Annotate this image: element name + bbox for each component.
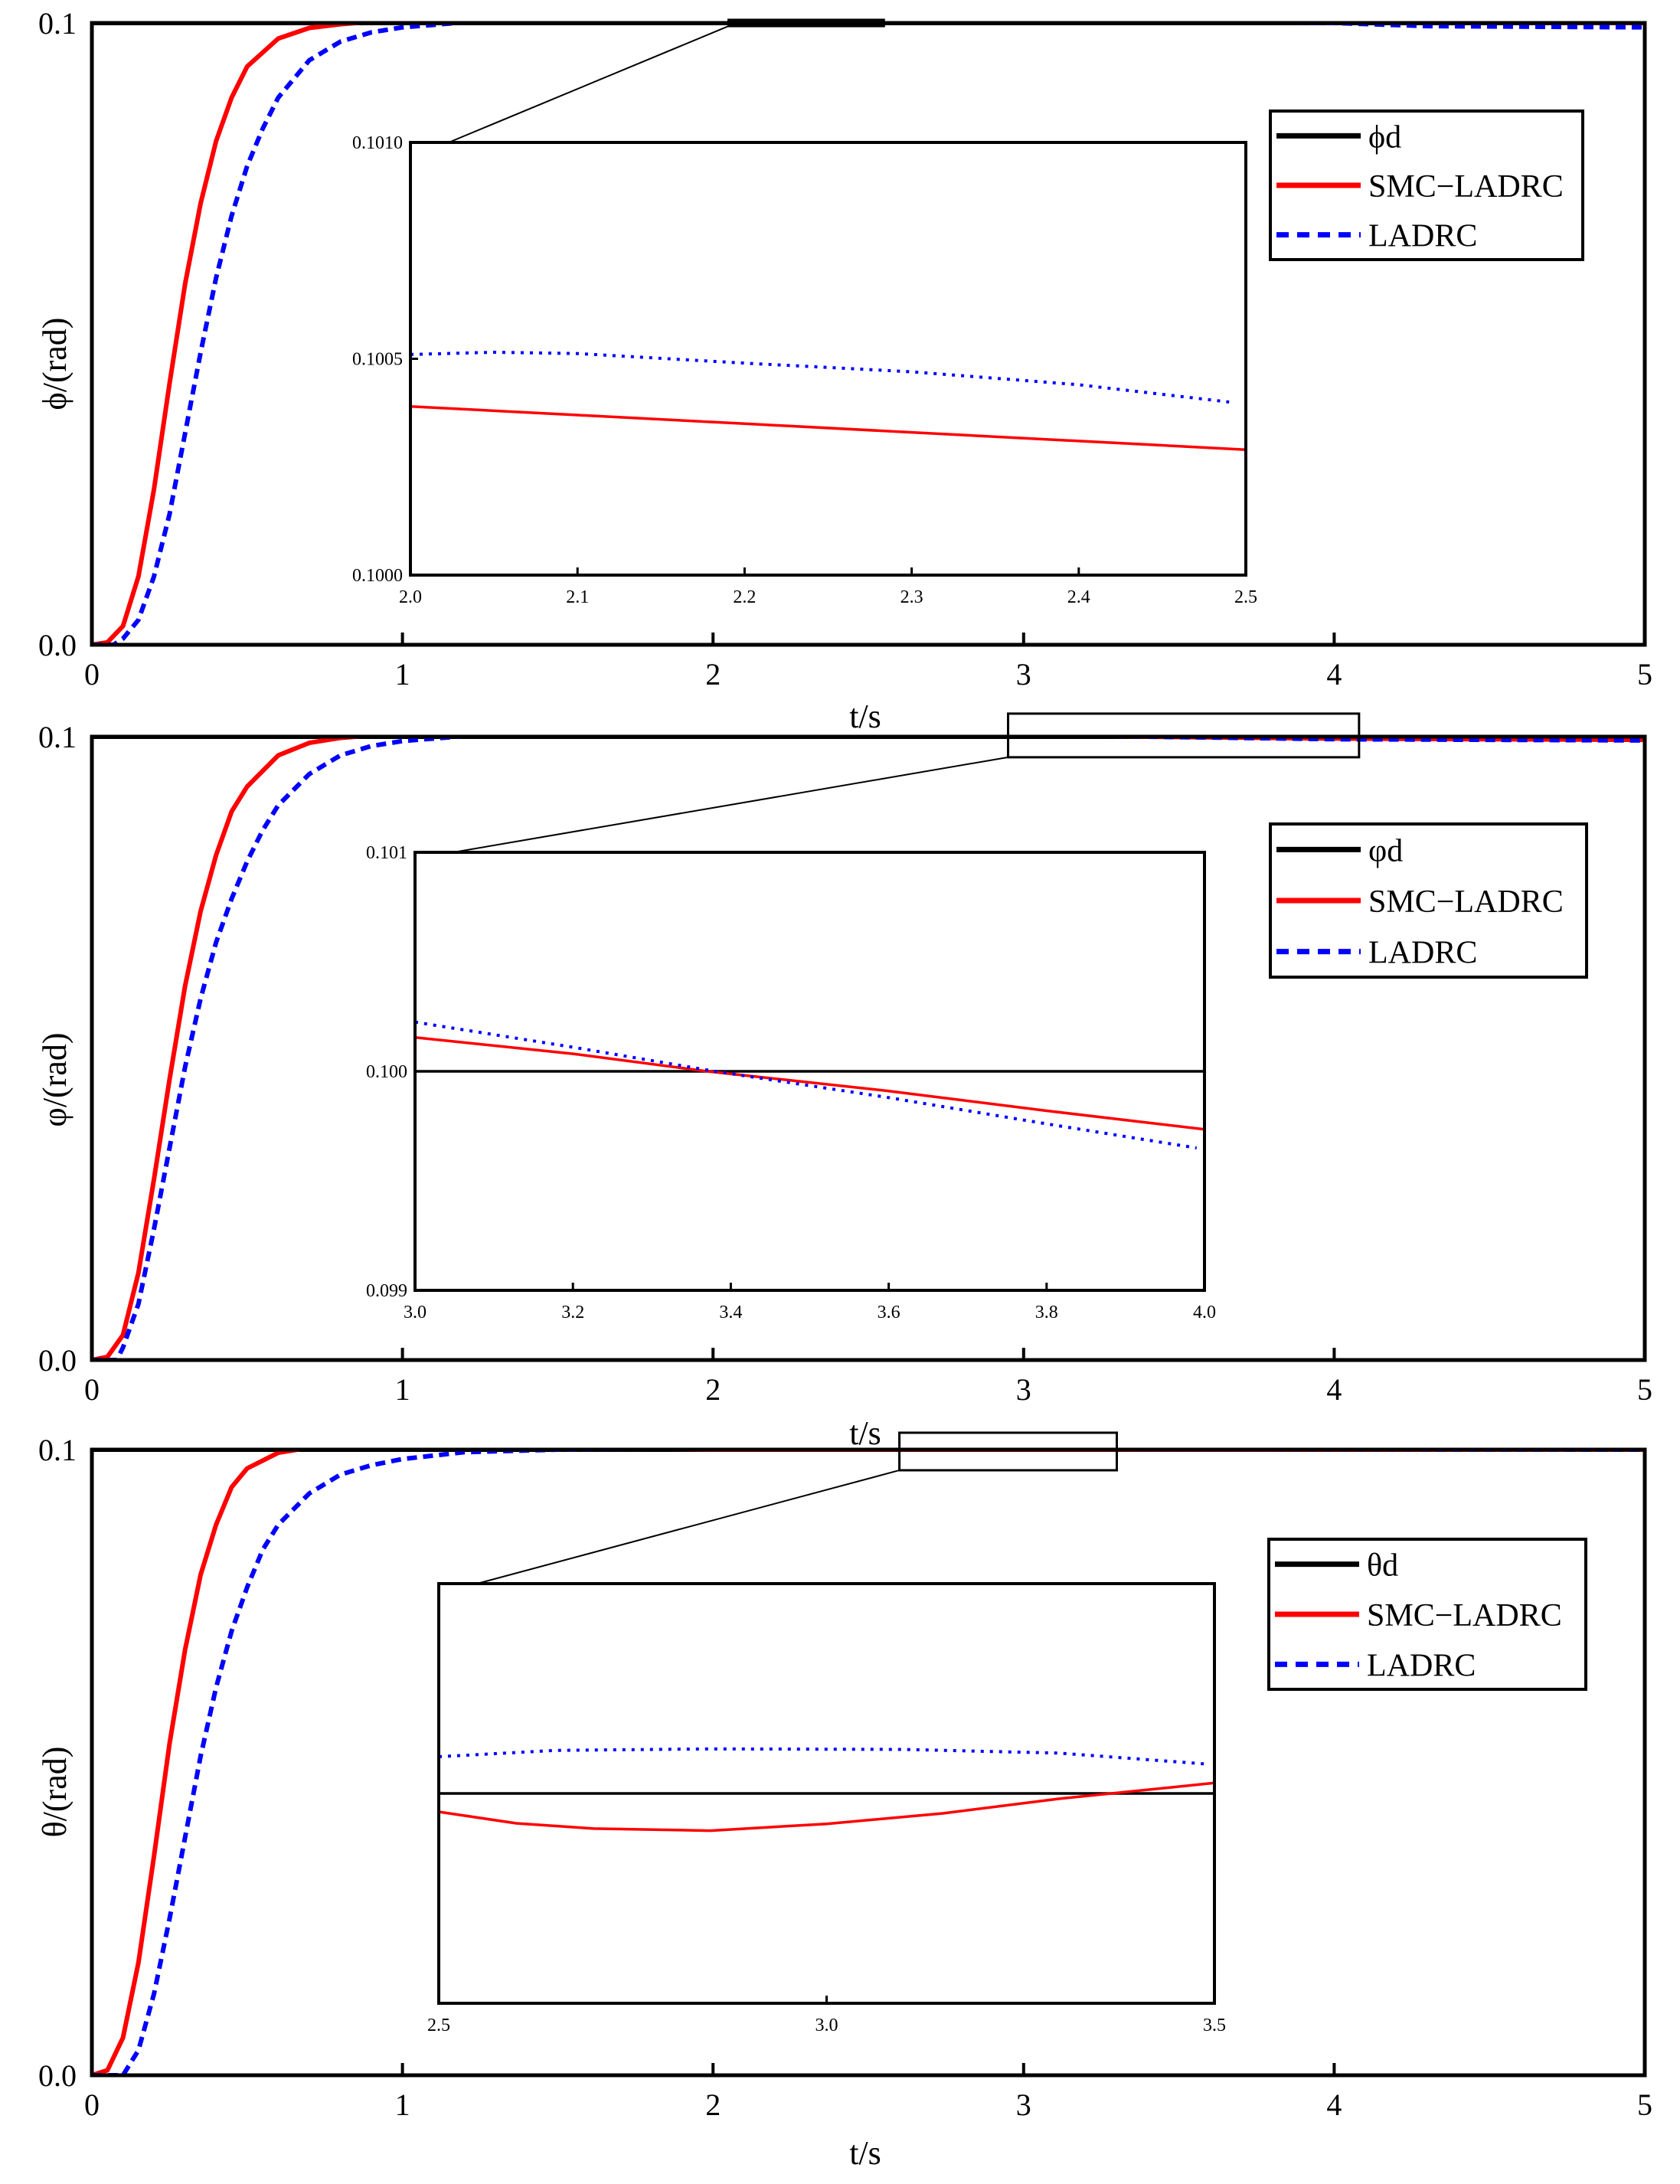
zoom-box [898, 1431, 1118, 1472]
x-tick-label: 4 [1326, 1372, 1342, 1407]
inset-x-tick-label: 4.0 [1193, 1303, 1216, 1322]
zoom-connector [453, 756, 1008, 853]
x-axis-label: t/s [849, 1414, 881, 1452]
x-tick-label: 4 [1326, 657, 1342, 691]
series-ladrc [92, 737, 1645, 1360]
inset-x-tick-label: 2.2 [733, 587, 756, 607]
legend-label: LADRC [1368, 219, 1477, 254]
inset-x-tick-label: 3.0 [815, 2016, 838, 2035]
inset-x-tick-label: 3.2 [561, 1303, 584, 1322]
inset-varphi: 3.0 3.2 3.4 3.6 3.8 4.0 0.099 0.100 0.101 [366, 843, 1216, 1322]
inset-series-smc-ladrc [439, 1781, 1214, 1833]
series-ladrc [92, 23, 1645, 645]
inset-x-tick-label: 2.5 [427, 2016, 450, 2035]
y-axis-label: θ/(rad) [36, 1747, 74, 1838]
legend-label: SMC−LADRC [1368, 884, 1564, 920]
series-ladrc [92, 1450, 1645, 2075]
y-tick-label: 0.0 [38, 1343, 77, 1378]
inset-x-tick-label: 2.4 [1067, 587, 1090, 607]
x-axis-label: t/s [849, 2134, 881, 2172]
x-tick-label: 1 [395, 1372, 410, 1407]
inset-x-tick-label: 3.6 [878, 1303, 900, 1322]
legend-label: LADRC [1367, 1648, 1476, 1683]
inset-x-tick-label: 3.0 [404, 1303, 427, 1322]
inset-x-tick-label: 3.5 [1203, 2016, 1226, 2035]
inset-series-smc-ladrc [410, 404, 1246, 451]
axes-frame [90, 734, 1647, 1362]
chart-phi: 0 1 2 3 4 5 0.0 0.1 t/s ϕ/(rad) 2.0 2.1 2.2 2.3 2.4 2.5… [36, 6, 1652, 735]
zoom-box [727, 18, 885, 28]
plot-area [92, 1450, 1645, 2075]
inset-plot-area [410, 350, 1246, 451]
inset-frame-bg [409, 141, 1247, 577]
series-smc-ladrc [92, 1450, 1645, 2075]
x-tick-label: 5 [1637, 1372, 1652, 1407]
axes-frame [90, 21, 1647, 647]
inset-phi: 2.0 2.1 2.2 2.3 2.4 2.5 0.1000 0.1005 0.1010 [352, 133, 1257, 607]
x-tick-label: 3 [1016, 1372, 1031, 1407]
inset-y-tick-label: 0.101 [366, 843, 407, 863]
y-axis-label: ϕ/(rad) [36, 318, 74, 410]
zoom-box [1007, 712, 1361, 759]
inset-x-tick-label: 3.8 [1035, 1303, 1058, 1322]
inset-y-tick-label: 0.099 [366, 1281, 407, 1301]
y-tick-label: 0.0 [38, 628, 77, 662]
y-axis-label: φ/(rad) [36, 1032, 74, 1126]
zoom-connector [476, 1469, 900, 1584]
legend-label: SMC−LADRC [1367, 1598, 1562, 1633]
series-smc-ladrc [92, 23, 1645, 645]
legend-label: LADRC [1368, 936, 1477, 971]
series-smc-ladrc [92, 737, 1645, 1360]
legend-label: SMC−LADRC [1368, 169, 1564, 204]
x-tick-label: 0 [84, 2088, 100, 2122]
plot-area [92, 737, 1645, 1360]
inset-series-ladrc [439, 1747, 1208, 1766]
x-axis-label: t/s [849, 698, 881, 735]
inset-y-tick-label: 0.100 [366, 1062, 407, 1082]
inset-x-tick-label: 2.3 [900, 587, 923, 607]
x-tick-label: 1 [395, 2088, 410, 2122]
chart-theta: 0 1 2 3 4 5 0.0 0.1 t/s θ/(rad) 2.5 3.0 3.5 θd SMC−LAD… [36, 1431, 1652, 2172]
legend: ϕd SMC−LADRC LADRC [1269, 110, 1584, 261]
inset-x-tick-label: 2.1 [566, 587, 589, 607]
plot-area [92, 23, 1645, 645]
axes-frame [90, 1447, 1647, 2078]
chart-varphi: 0 1 2 3 4 5 0.0 0.1 t/s φ/(rad) 3.0 3.2 3.4 3.6 3.8 4.0… [36, 712, 1652, 1452]
y-tick-label: 0.1 [38, 1433, 77, 1467]
y-tick-label: 0.1 [38, 6, 77, 41]
x-tick-label: 5 [1637, 657, 1652, 691]
x-tick-label: 2 [705, 2088, 721, 2122]
inset-series-ladrc [410, 350, 1230, 404]
y-tick-label: 0.1 [38, 720, 77, 754]
x-tick-label: 1 [395, 657, 410, 691]
inset-x-tick-label: 2.5 [1234, 587, 1257, 607]
legend-label: ϕd [1368, 119, 1401, 155]
x-tick-label: 2 [705, 657, 721, 691]
inset-x-tick-label: 2.0 [399, 587, 422, 607]
x-tick-label: 0 [84, 657, 100, 691]
x-tick-label: 3 [1016, 2088, 1031, 2122]
legend-label: θd [1367, 1548, 1398, 1584]
x-tick-label: 5 [1637, 2088, 1652, 2122]
inset-series-smc-ladrc [415, 1035, 1204, 1131]
inset-plot-area [415, 1020, 1204, 1150]
legend: θd SMC−LADRC LADRC [1267, 1538, 1587, 1691]
inset-y-tick-label: 0.1005 [352, 350, 403, 370]
x-tick-label: 4 [1326, 2088, 1342, 2122]
x-tick-label: 0 [84, 1372, 100, 1407]
inset-y-tick-label: 0.1000 [352, 566, 403, 586]
y-tick-label: 0.0 [38, 2058, 77, 2093]
zoom-connector [448, 25, 729, 143]
x-tick-label: 2 [705, 1372, 721, 1407]
inset-y-tick-label: 0.1010 [352, 133, 403, 153]
x-tick-label: 3 [1016, 657, 1031, 691]
inset-x-tick-label: 3.4 [719, 1303, 742, 1322]
inset-plot-area [439, 1747, 1214, 1833]
inset-theta: 2.5 3.0 3.5 [427, 1582, 1226, 2035]
legend-label: φd [1368, 833, 1403, 868]
legend: φd SMC−LADRC LADRC [1269, 822, 1588, 979]
